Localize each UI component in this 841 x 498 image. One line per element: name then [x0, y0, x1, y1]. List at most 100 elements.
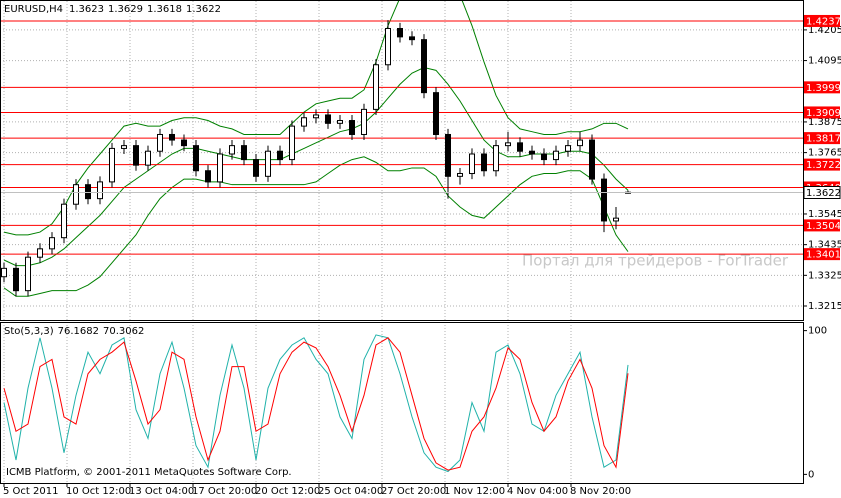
- y-tick-label: 1.3215: [808, 301, 841, 312]
- y-tick-label: 1.3435: [808, 240, 841, 251]
- level-tag: [804, 14, 840, 27]
- y-tick-label: 1.3545: [808, 209, 841, 220]
- candle-body: [541, 153, 547, 161]
- candle-body: [169, 133, 175, 141]
- candle-body: [157, 133, 163, 152]
- candle-body: [409, 36, 415, 41]
- y-tick-label: 1.4205: [808, 25, 841, 36]
- candle-body: [553, 150, 559, 161]
- candle-body: [301, 117, 307, 127]
- level-tag: [804, 219, 840, 232]
- open: 1.3623: [69, 4, 104, 15]
- y-tick-label: 1.3325: [808, 270, 841, 281]
- candle-body: [193, 145, 199, 172]
- candle-body: [229, 145, 235, 155]
- x-tick-label: 10 Oct 12:00: [66, 486, 131, 497]
- candle-body: [49, 237, 55, 250]
- candle-body: [37, 248, 43, 258]
- candle-body: [421, 39, 427, 94]
- candle-body: [529, 150, 535, 155]
- y-tick-label: 1.3765: [808, 148, 841, 159]
- candle-body: [349, 120, 355, 135]
- candle-body: [457, 173, 463, 177]
- stochastic-signal: 70.3062: [103, 326, 144, 337]
- main-frame: [0, 0, 804, 321]
- candle-body: [145, 150, 151, 166]
- level-label: 1.3504: [806, 221, 841, 232]
- stochastic-pane: [3, 322, 629, 483]
- band-middle: [3, 67, 629, 267]
- main-pane: Портал для трейдеров - ForTrader: [0, 1, 803, 320]
- stochastic-frame: [0, 322, 804, 484]
- candle-body: [289, 125, 295, 161]
- candle-body: [337, 120, 343, 124]
- candle-body: [433, 92, 439, 135]
- candle-body: [73, 184, 79, 205]
- level-tag: [804, 158, 840, 171]
- candle-body: [217, 153, 223, 183]
- level-label: 1.4237: [806, 16, 841, 27]
- candle-body: [241, 145, 247, 161]
- sto-tick-label: 100: [808, 326, 827, 337]
- level-label: 1.3401: [806, 250, 841, 261]
- candle-body: [445, 133, 451, 177]
- y-tick-label: 1.4095: [808, 56, 841, 67]
- candle-body: [565, 145, 571, 152]
- candle-body: [385, 27, 391, 66]
- x-tick-label: 13 Oct 04:00: [129, 486, 194, 497]
- candle-body: [325, 114, 331, 124]
- candle-body: [613, 217, 619, 222]
- candle-body: [253, 159, 259, 177]
- candle-body: [589, 139, 595, 180]
- candle-body: [97, 181, 103, 200]
- symbol: EURUSD,H4: [4, 4, 63, 15]
- candle-body: [493, 145, 499, 172]
- level-tag: [804, 106, 840, 119]
- low: 1.3618: [147, 4, 182, 15]
- stochastic-line: [3, 337, 629, 471]
- candle-body: [205, 170, 211, 183]
- candle-body: [373, 64, 379, 110]
- candle-body: [469, 153, 475, 175]
- band-upper: [3, 1, 629, 236]
- symbol-header: EURUSD,H4 1.3623 1.3629 1.3618 1.3622: [4, 4, 221, 15]
- stochastic-title: Sto(5,3,3): [4, 326, 54, 337]
- candle-body: [505, 142, 511, 147]
- candle-body: [577, 139, 583, 147]
- candle-body: [361, 108, 367, 135]
- candle-body: [1, 267, 7, 278]
- level-label: 1.3722: [806, 160, 841, 171]
- sto-tick-label: 0: [808, 469, 814, 480]
- candle-body: [517, 142, 523, 152]
- candle-body: [397, 27, 403, 38]
- candle-body: [133, 145, 139, 166]
- level-label: 1.3909: [806, 108, 841, 119]
- copyright: ICMB Platform, © 2001-2011 MetaQuotes So…: [6, 467, 292, 478]
- high: 1.3629: [108, 4, 143, 15]
- candle-body: [313, 114, 319, 119]
- candle-body: [277, 150, 283, 161]
- stochastic-header: Sto(5,3,3) 76.1682 70.3062: [4, 326, 144, 337]
- candle-body: [61, 203, 67, 239]
- bid-label: 1.3622: [806, 188, 841, 199]
- level-tag: [804, 81, 840, 94]
- candle-body: [109, 147, 115, 183]
- x-tick-label: 5 Oct 2011: [3, 486, 58, 497]
- candle-body: [13, 267, 19, 292]
- candle-body: [121, 145, 127, 149]
- level-label: 1.3999: [806, 83, 841, 94]
- x-tick-label: 27 Oct 20:00: [381, 486, 446, 497]
- x-tick-label: 20 Oct 12:00: [255, 486, 320, 497]
- x-tick-label: 17 Oct 20:00: [192, 486, 257, 497]
- x-tick-label: 4 Nov 04:00: [507, 486, 568, 497]
- band-lower: [3, 156, 629, 297]
- candle-body: [25, 256, 31, 292]
- candle-body: [601, 178, 607, 222]
- y-tick-label: 1.3875: [808, 117, 841, 128]
- candle-body: [85, 184, 91, 200]
- watermark: Портал для трейдеров - ForTrader: [522, 252, 789, 270]
- candle-body: [265, 150, 271, 177]
